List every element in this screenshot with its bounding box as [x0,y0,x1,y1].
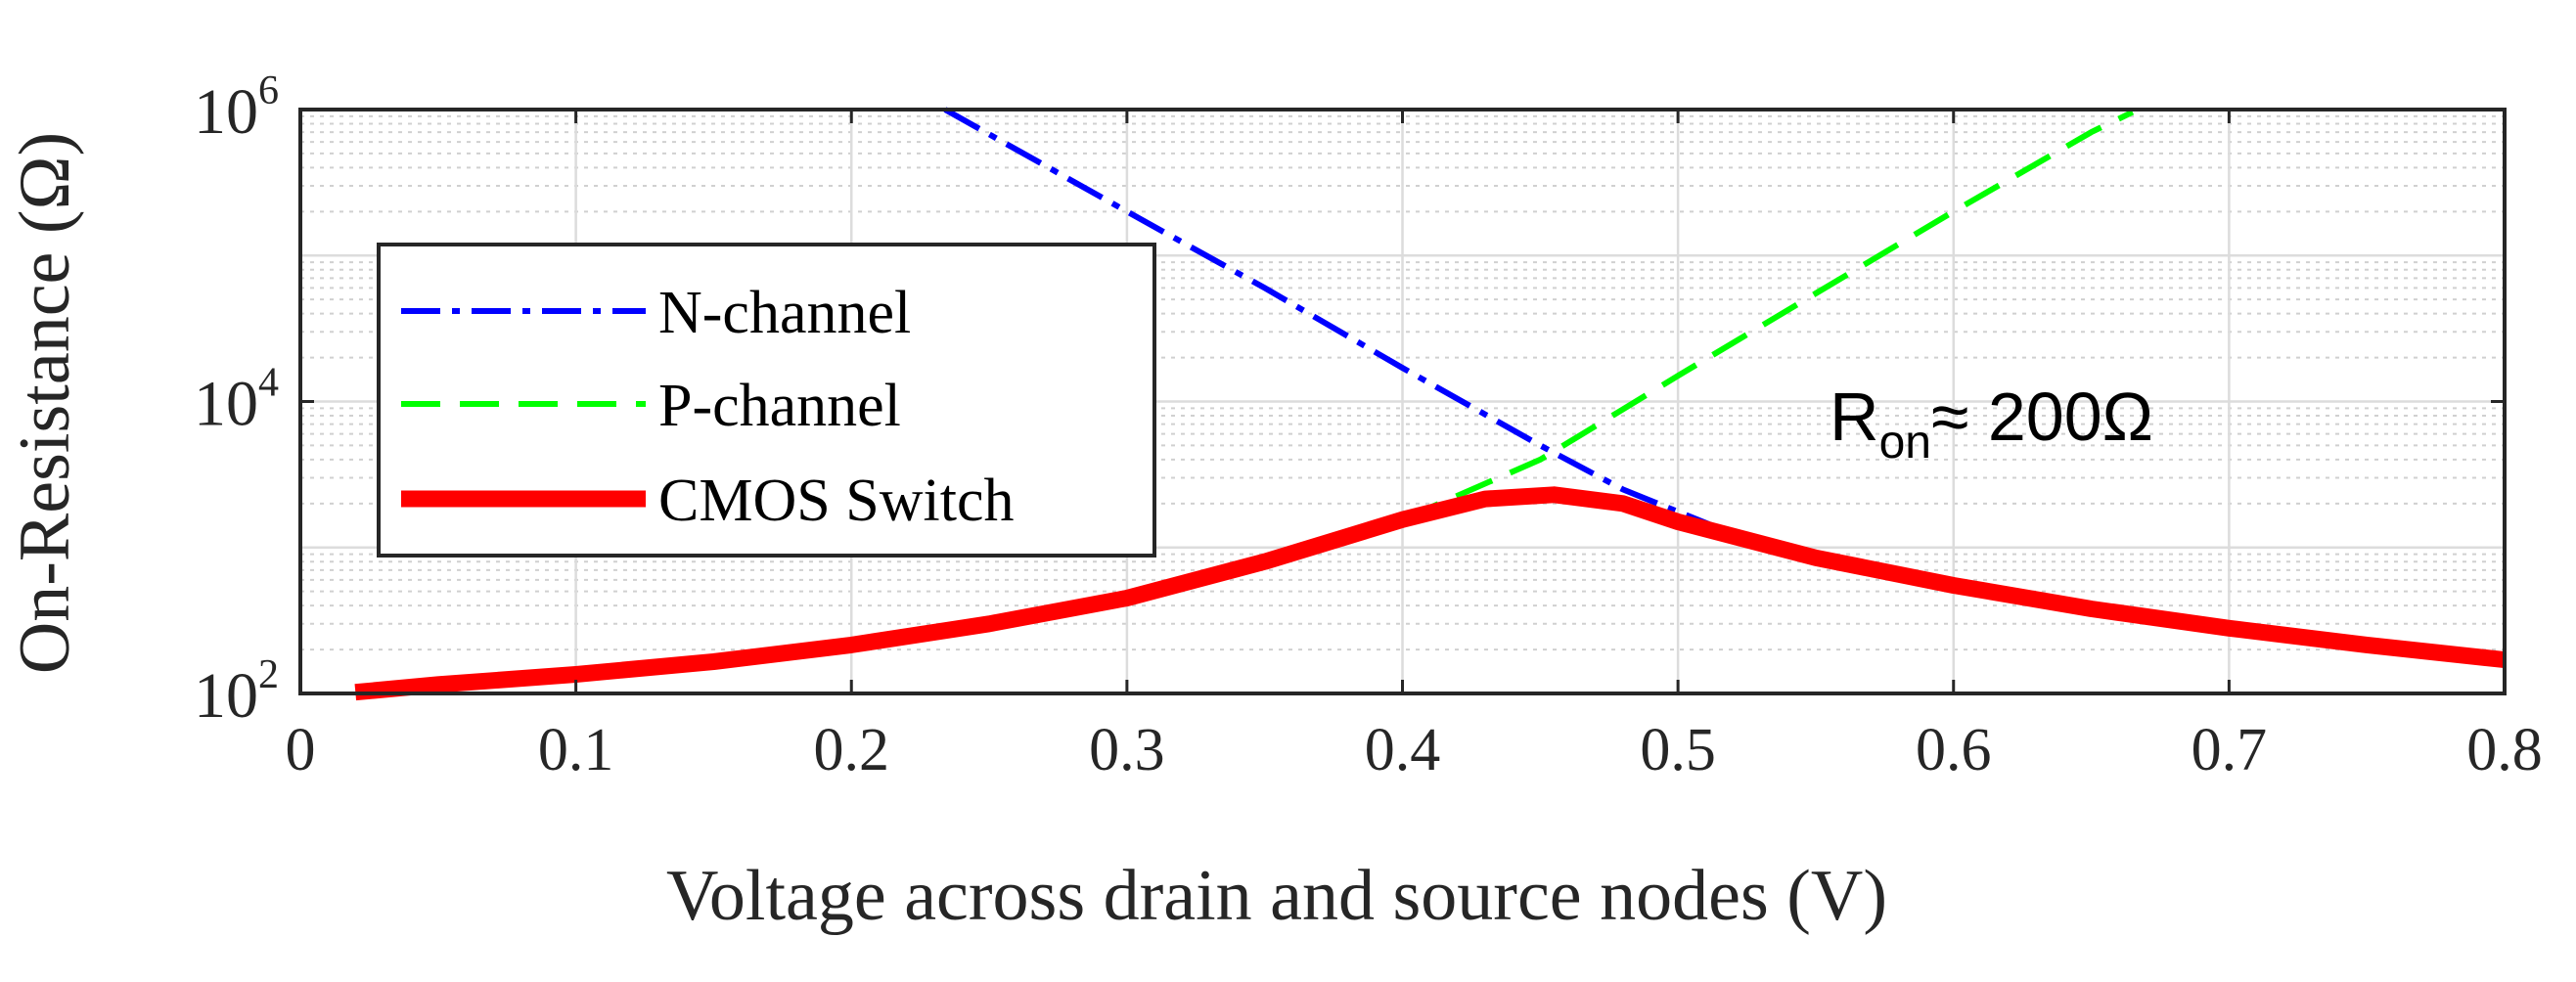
x-tick-label: 0.4 [1365,717,1441,783]
x-tick-label: 0.3 [1089,717,1165,783]
x-tick-label: 0.5 [1640,717,1716,783]
series-lines [354,107,2506,701]
y-tick-label: 104 [194,361,279,440]
y-tick-label-exponent: 6 [258,68,279,113]
legend-label-p-channel: P-channel [658,373,901,439]
y-tick-label-exponent: 2 [258,652,279,697]
x-tick-label: 0.1 [538,717,614,783]
series-line-cmos-switch [354,486,2506,701]
x-tick-label: 0 [286,717,316,783]
plot-frame [298,108,2507,695]
ron-annotation: Ron≈ 200Ω [1830,379,2153,469]
x-tick-label: 0.7 [2192,717,2268,783]
y-tick-label: 106 [194,68,279,148]
y-tick-label-base: 10 [194,369,258,440]
ron-annotation-value: ≈ 200Ω [1931,379,2153,455]
y-tick-label: 102 [194,652,279,732]
series-line-n-channel [943,107,1721,532]
y-tick-label-base: 10 [194,660,258,732]
x-tick-label: 0.2 [814,717,890,783]
ron-annotation-subscript: on [1879,417,1931,469]
series-line-p-channel [1401,109,2135,523]
y-tick-label-base: 10 [194,76,258,148]
y-tick-label-exponent: 4 [258,361,279,406]
legend-label-cmos-switch: CMOS Switch [658,468,1014,534]
legend-label-n-channel: N-channel [658,280,911,346]
x-axis-title: Voltage across drain and source nodes (V… [666,856,1887,936]
y-axis-title: On-Resistance (Ω) [5,132,85,674]
x-tick-label: 0.6 [1916,717,1992,783]
legend: N-channel P-channel CMOS Switch [377,243,1156,558]
x-tick-label: 0.8 [2466,717,2543,783]
ron-annotation-r: R [1830,379,1879,455]
